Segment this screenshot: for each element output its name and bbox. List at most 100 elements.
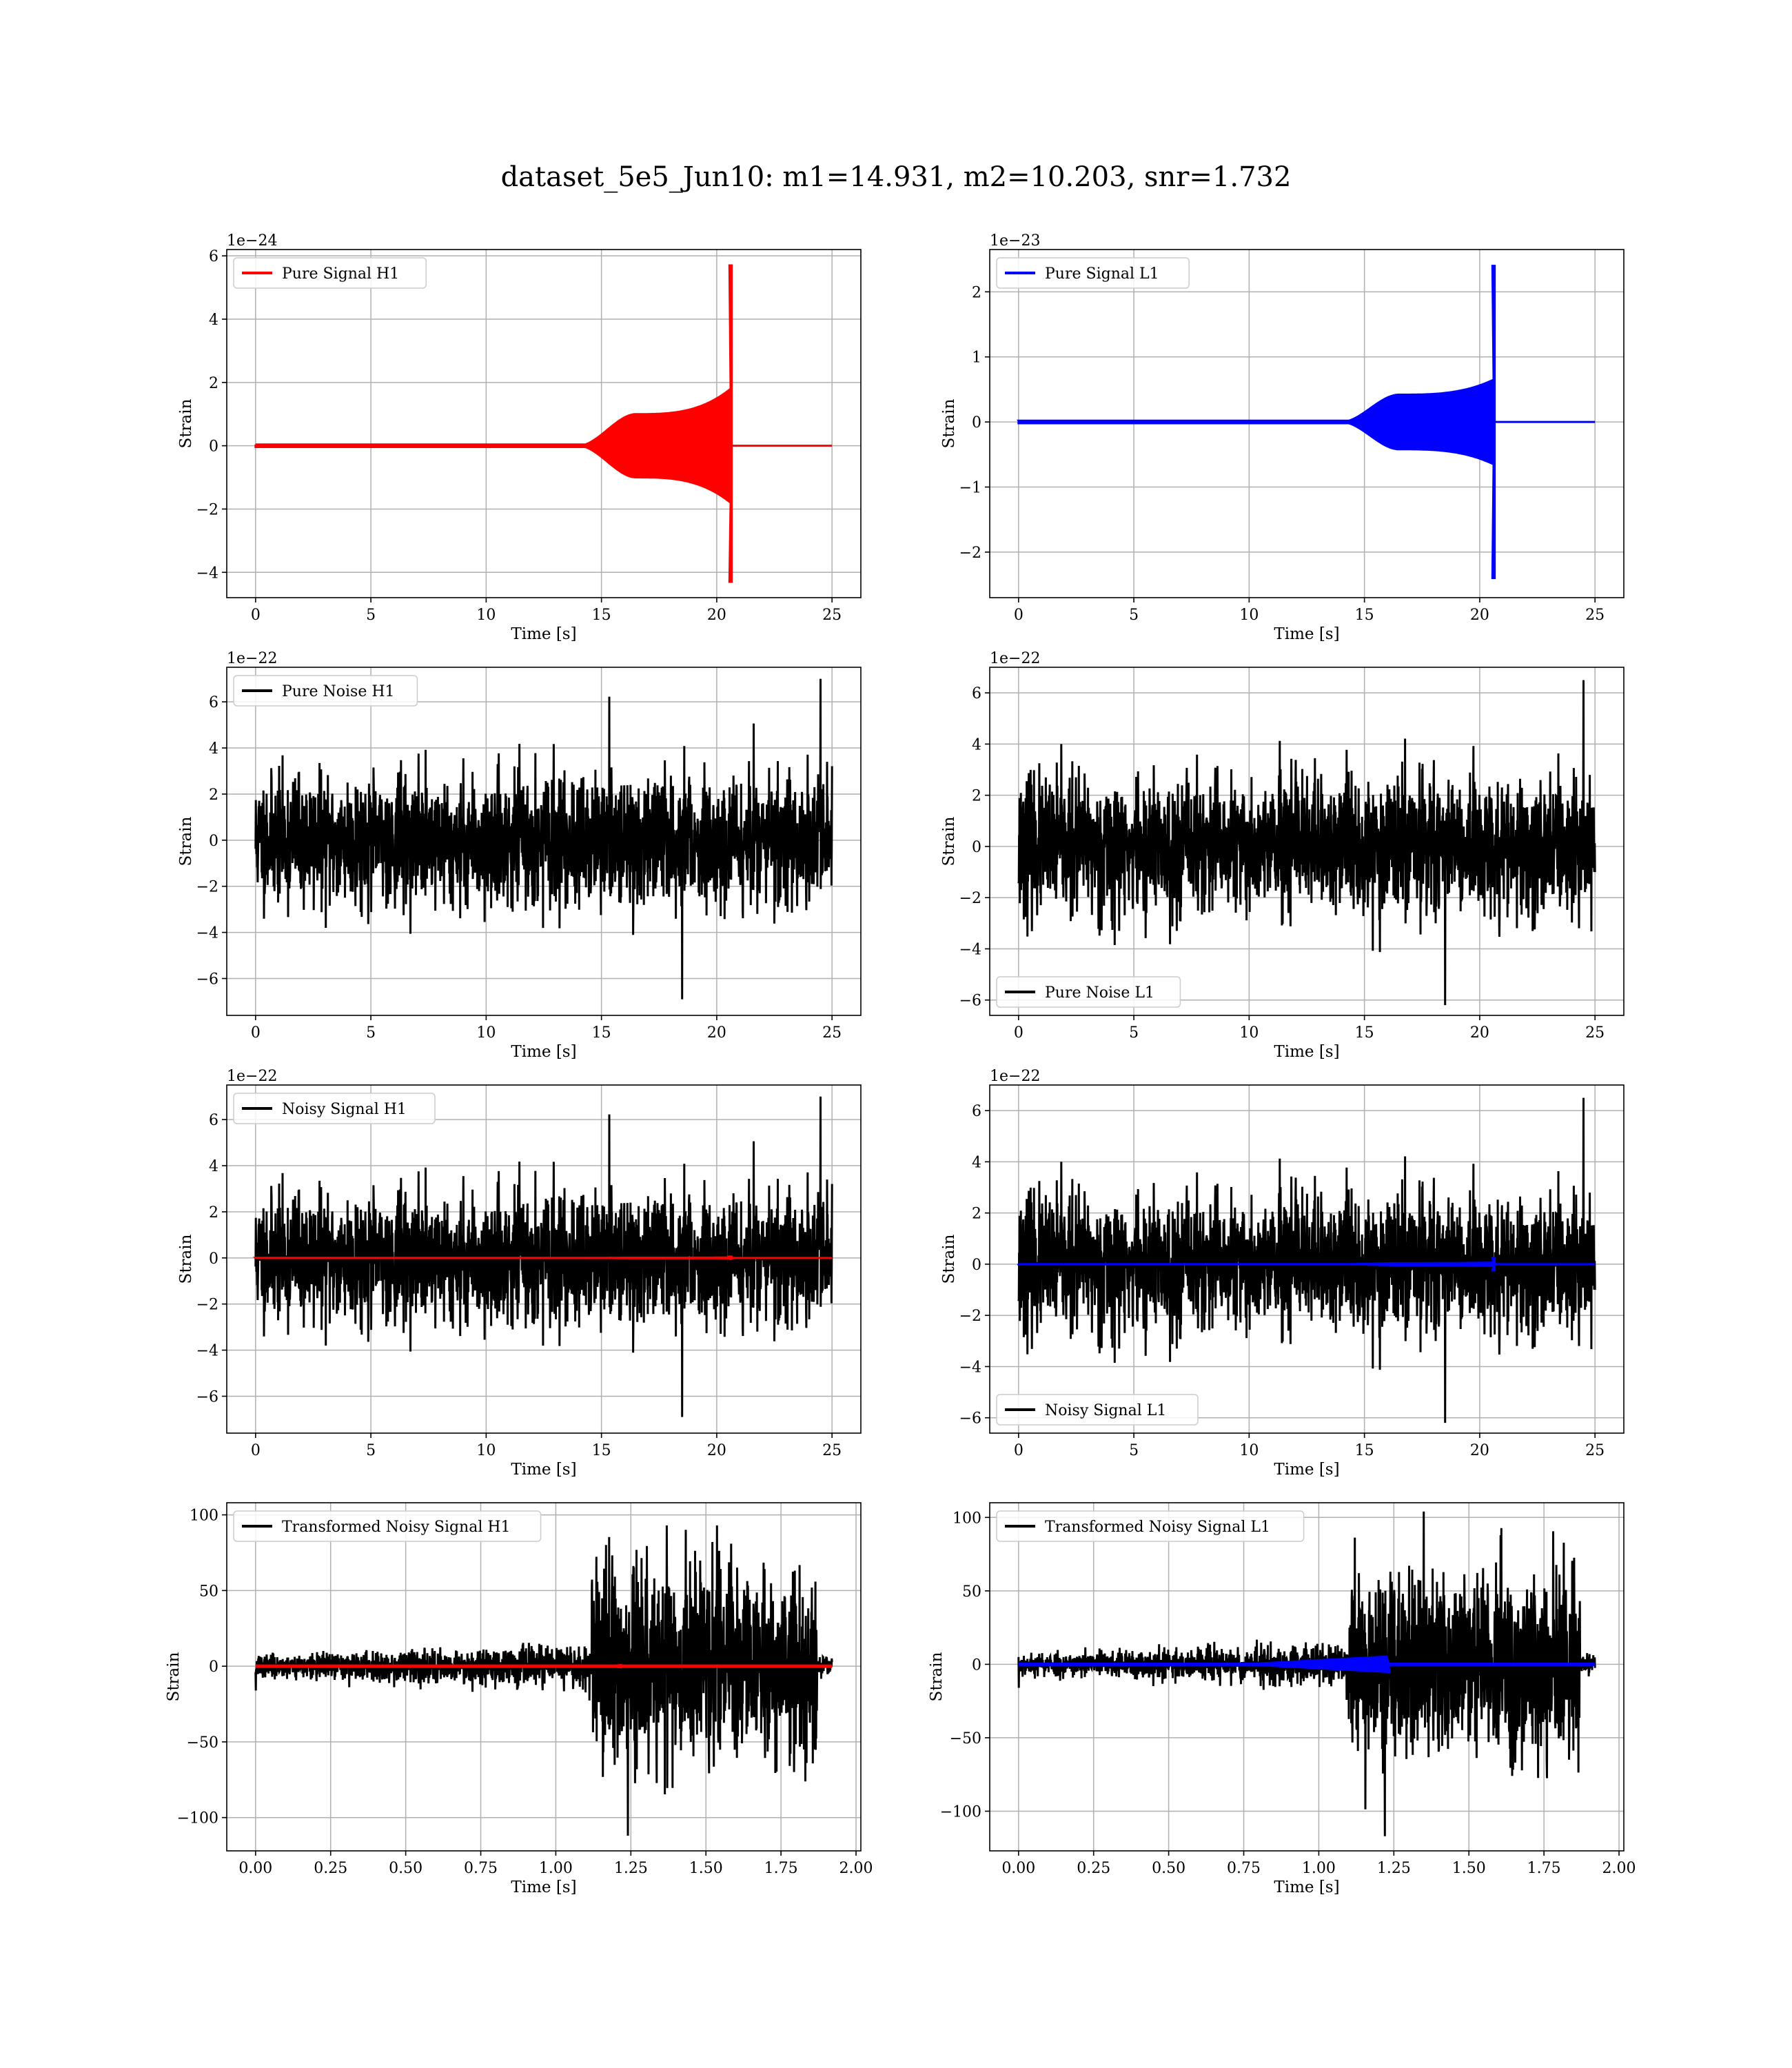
x-tick-label: 10 — [476, 1024, 496, 1042]
x-tick-label: 20 — [1470, 1442, 1489, 1459]
x-tick-label: 15 — [1355, 1024, 1374, 1042]
series-line-0 — [254, 1096, 833, 1417]
series-line-0 — [254, 1525, 833, 1836]
y-axis-label: Strain — [940, 398, 958, 448]
axes-frame — [989, 1502, 1625, 1852]
y-tick-label: 100 — [190, 1508, 218, 1525]
y-tick-label: −50 — [187, 1734, 218, 1752]
x-tick-label: 10 — [1239, 1024, 1259, 1042]
y-tick-label: 2 — [972, 788, 981, 805]
x-axis-label: Time [s] — [1274, 1043, 1339, 1061]
axes-frame — [989, 1084, 1625, 1434]
x-tick-label: 0.00 — [1001, 1860, 1035, 1877]
legend: Transformed Noisy Signal L1 — [996, 1510, 1305, 1542]
series-blip-1 — [598, 1663, 622, 1669]
y-tick-label: −50 — [950, 1730, 981, 1747]
y-tick-label: 2 — [209, 787, 218, 804]
y-tick-label: −4 — [196, 565, 218, 582]
legend-label: Pure Signal H1 — [282, 265, 399, 283]
legend-box — [996, 1394, 1199, 1426]
x-tick-label: 25 — [822, 607, 842, 624]
x-tick-label: 5 — [1129, 1442, 1139, 1459]
y-tick-label: −6 — [959, 1410, 981, 1428]
x-tick-label: 10 — [476, 607, 496, 624]
x-tick-label: 20 — [707, 1024, 726, 1042]
chart-p3: 0 5 10 15 20 25 −6 −4 −2 0 2 4 6 Time [s] Strain 1e−22 P… — [177, 650, 862, 1061]
axis-offset-label: 1e−22 — [990, 650, 1040, 667]
x-tick-label: 0.50 — [1152, 1860, 1185, 1877]
y-tick-label: 0 — [972, 414, 981, 432]
legend: Transformed Noisy Signal H1 — [233, 1510, 542, 1542]
y-axis-label: Strain — [940, 816, 958, 866]
plot-area — [252, 1096, 833, 1417]
y-tick-label: 4 — [209, 1158, 218, 1175]
y-tick-label: 6 — [972, 1103, 981, 1120]
x-tick-label: 0.50 — [389, 1860, 422, 1877]
x-tick-label: 25 — [822, 1442, 842, 1459]
axis-offset-label: 1e−24 — [227, 232, 277, 250]
x-axis-label: Time [s] — [1274, 1461, 1339, 1479]
y-tick-label: −2 — [196, 1297, 218, 1314]
plot-area — [254, 678, 833, 1000]
chart-p4: 0 5 10 15 20 25 −6 −4 −2 0 2 4 6 Time [s] Strain 1e−22 P… — [940, 650, 1625, 1061]
x-tick-label: 1.25 — [1377, 1860, 1411, 1877]
plot-area — [1017, 1511, 1596, 1836]
chart-p8: 0.00 0.25 0.50 0.75 1.00 1.25 1.50 1.75 2.00 −100… — [928, 1502, 1636, 1896]
y-tick-label: −4 — [959, 1359, 981, 1376]
y-tick-label: 0 — [209, 1659, 218, 1676]
x-tick-label: 0.00 — [238, 1860, 272, 1877]
x-tick-label: 20 — [707, 1442, 726, 1459]
x-tick-label: 0.25 — [1077, 1860, 1110, 1877]
y-tick-label: 4 — [209, 740, 218, 758]
plot-area — [254, 1525, 833, 1836]
x-tick-label: 2.00 — [839, 1860, 873, 1877]
legend-box — [233, 1093, 436, 1124]
y-tick-label: 0 — [972, 1257, 981, 1274]
y-axis-label: Strain — [928, 1652, 946, 1701]
x-tick-label: 0.75 — [1227, 1860, 1261, 1877]
x-tick-label: 0.25 — [314, 1860, 347, 1877]
chart-p7: 0.00 0.25 0.50 0.75 1.00 1.25 1.50 1.75 2.00 −100… — [165, 1502, 873, 1896]
x-axis-label: Time [s] — [1274, 1878, 1339, 1896]
y-tick-label: 0 — [209, 438, 218, 456]
legend: Pure Signal H1 — [233, 257, 427, 289]
x-tick-label: 0 — [251, 607, 261, 624]
plot-area — [1017, 1097, 1596, 1423]
y-tick-label: 2 — [209, 1204, 218, 1221]
axis-offset-label: 1e−23 — [990, 232, 1040, 250]
x-tick-label: 15 — [1355, 1442, 1374, 1459]
y-tick-label: −100 — [940, 1803, 981, 1821]
legend-box — [233, 1510, 542, 1542]
x-tick-label: 15 — [1355, 607, 1374, 624]
legend-label: Transformed Noisy Signal L1 — [1045, 1519, 1270, 1536]
x-tick-label: 5 — [1129, 607, 1139, 624]
x-axis-label: Time [s] — [1274, 625, 1339, 643]
legend-label: Pure Noise L1 — [1045, 984, 1154, 1002]
x-tick-label: 0 — [1014, 1442, 1024, 1459]
legend-label: Transformed Noisy Signal H1 — [282, 1519, 511, 1536]
legend-label: Pure Noise H1 — [282, 683, 395, 700]
x-axis-label: Time [s] — [511, 1878, 576, 1896]
legend-box — [233, 257, 427, 289]
legend: Pure Signal L1 — [996, 257, 1190, 289]
x-tick-label: 15 — [592, 1442, 611, 1459]
y-axis-label: Strain — [165, 1652, 183, 1701]
y-tick-label: 2 — [972, 284, 981, 301]
x-tick-label: 10 — [1239, 607, 1259, 624]
x-tick-label: 15 — [592, 607, 611, 624]
y-tick-label: −2 — [959, 545, 981, 562]
x-tick-label: 25 — [822, 1024, 842, 1042]
x-tick-label: 25 — [1585, 1024, 1605, 1042]
x-tick-label: 25 — [1585, 1442, 1605, 1459]
y-tick-label: 6 — [209, 248, 218, 265]
y-tick-label: 0 — [972, 1656, 981, 1674]
y-axis-label: Strain — [940, 1234, 958, 1284]
x-tick-label: 0 — [1014, 607, 1024, 624]
y-tick-label: −2 — [959, 1308, 981, 1325]
axes-frame — [226, 667, 862, 1016]
y-tick-label: 6 — [209, 1112, 218, 1129]
y-tick-label: 0 — [972, 839, 981, 856]
plot-area — [254, 264, 833, 583]
axis-offset-label: 1e−22 — [990, 1068, 1040, 1085]
